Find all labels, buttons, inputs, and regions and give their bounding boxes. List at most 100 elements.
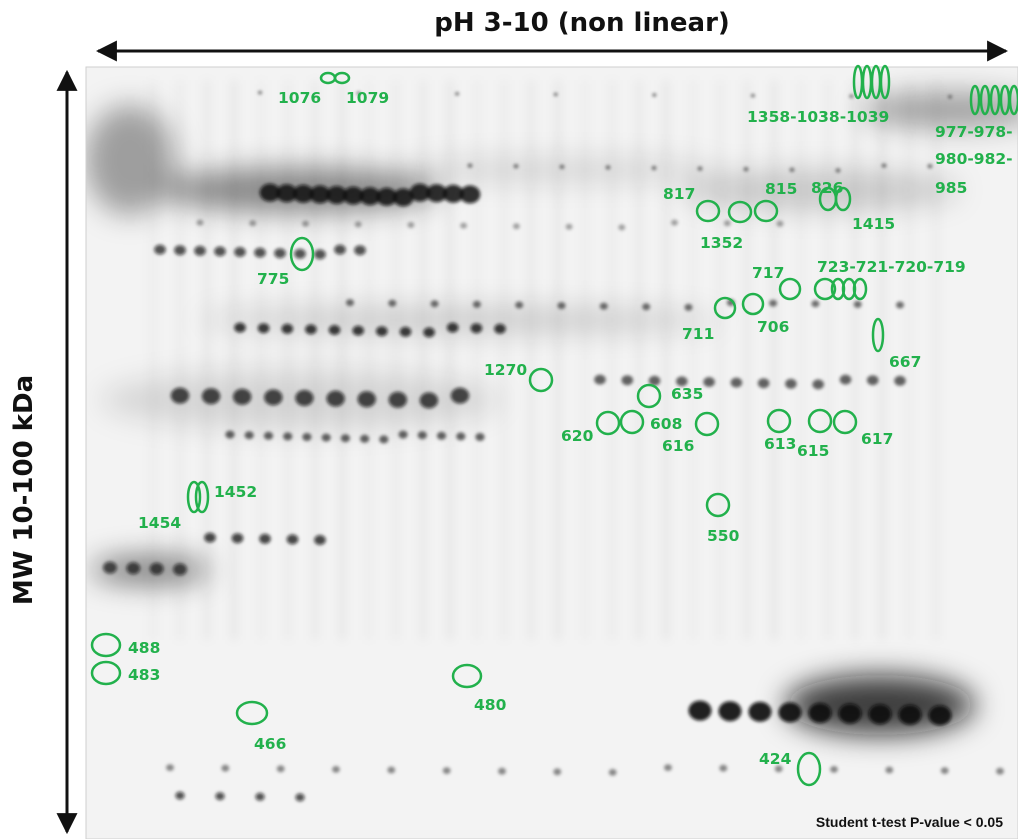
- protein-spot: [314, 535, 326, 545]
- spot-label: 466: [254, 735, 286, 753]
- lane-streak: [582, 80, 588, 640]
- protein-spot: [688, 700, 712, 721]
- protein-smear: [200, 308, 720, 332]
- lane-streak: [933, 80, 939, 640]
- spot-marker-ellipse: [528, 367, 554, 393]
- protein-spot: [652, 93, 657, 97]
- protein-spot: [455, 92, 460, 96]
- protein-spot: [868, 704, 892, 725]
- protein-spot: [196, 219, 204, 226]
- protein-spot: [255, 792, 265, 801]
- protein-spot: [553, 768, 562, 776]
- spot-label: 1454: [138, 514, 181, 532]
- protein-spot: [898, 704, 922, 725]
- spot-label: 620: [561, 427, 594, 445]
- protein-spot: [896, 301, 904, 309]
- lane-streak: [366, 80, 372, 640]
- footnote: Student t-test P-value < 0.05: [816, 814, 1003, 830]
- protein-spot: [257, 323, 270, 334]
- lane-streak: [150, 80, 156, 640]
- protein-spot: [881, 163, 887, 168]
- protein-spot: [671, 219, 678, 226]
- lane-streak: [879, 80, 885, 640]
- protein-spot: [360, 434, 370, 443]
- protein-spot: [515, 301, 524, 309]
- spot-label: 706: [757, 318, 789, 336]
- protein-spot: [221, 764, 230, 772]
- protein-spot: [393, 188, 414, 207]
- protein-spot: [559, 164, 565, 169]
- spot-marker-ellipse: [695, 199, 721, 223]
- spot-marker-ellipse: [766, 408, 792, 434]
- protein-spot: [376, 187, 398, 206]
- protein-spot: [996, 767, 1004, 775]
- protein-spot: [286, 534, 299, 545]
- spot-labels: 1076 1079 1358-1038-1039 977-978- 980-982- 98…: [128, 89, 1013, 768]
- protein-spot: [718, 701, 742, 722]
- lane-streak: [609, 80, 615, 640]
- spot-label: 985: [935, 179, 967, 197]
- protein-spot: [276, 765, 285, 773]
- protein-spot: [225, 430, 235, 439]
- protein-spot: [417, 431, 427, 440]
- protein-spot: [154, 244, 166, 255]
- spot-marker-ellipse: [289, 236, 315, 272]
- spot-label: 711: [682, 325, 714, 343]
- protein-spot: [719, 764, 728, 772]
- spot-marker-ellipse: [813, 277, 837, 301]
- protein-spot: [103, 561, 117, 574]
- gel-image: [86, 67, 1018, 839]
- spot-label: 480: [474, 696, 507, 714]
- protein-spot: [419, 392, 439, 409]
- protein-spot: [126, 562, 141, 575]
- protein-spot: [346, 299, 354, 307]
- protein-spot: [293, 184, 314, 203]
- protein-spot: [470, 323, 483, 334]
- protein-spot: [314, 249, 326, 260]
- lane-streak: [501, 80, 507, 640]
- protein-spot: [642, 303, 651, 311]
- protein-spot: [894, 375, 906, 386]
- protein-spot: [778, 702, 802, 723]
- spot-marker-ellipse: [727, 200, 753, 224]
- protein-spot: [376, 326, 388, 337]
- protein-spot: [174, 245, 186, 256]
- protein-spot: [274, 248, 286, 259]
- spot-label: 1358-1038-1039: [747, 108, 889, 126]
- protein-spot: [664, 764, 672, 771]
- protein-spot: [398, 430, 408, 439]
- protein-spot: [305, 324, 317, 335]
- protein-spot: [259, 183, 281, 202]
- spot-label: 616: [662, 437, 694, 455]
- protein-spot: [838, 703, 862, 724]
- spot-marker-ellipse: [1008, 84, 1018, 116]
- lane-streak: [393, 80, 399, 640]
- protein-spot: [399, 326, 412, 337]
- protein-spot: [194, 245, 206, 256]
- lane-streak: [258, 80, 264, 640]
- spot-label: 617: [861, 430, 893, 448]
- protein-spot: [388, 391, 407, 408]
- protein-spot: [258, 90, 262, 95]
- protein-spot: [281, 323, 294, 334]
- protein-spot: [302, 220, 309, 227]
- protein-spot: [359, 187, 381, 206]
- spot-label: 613: [764, 435, 796, 453]
- spot-label: 1352: [700, 234, 743, 252]
- protein-spot: [264, 389, 283, 406]
- protein-spot: [456, 432, 466, 441]
- protein-spot: [513, 223, 520, 230]
- gel-border: [85, 66, 1018, 839]
- protein-spot: [214, 246, 226, 257]
- spot-label: 723-721-720-719: [817, 258, 966, 276]
- protein-spot: [789, 167, 795, 172]
- spot-marker-ellipse: [796, 751, 822, 787]
- protein-spot: [769, 299, 778, 307]
- protein-spot: [494, 323, 506, 334]
- lane-streak: [663, 80, 669, 640]
- spot-marker-ellipse: [871, 317, 885, 353]
- spot-marker-ellipse: [235, 700, 269, 726]
- spot-label: 1415: [852, 215, 895, 233]
- protein-spot: [513, 164, 519, 169]
